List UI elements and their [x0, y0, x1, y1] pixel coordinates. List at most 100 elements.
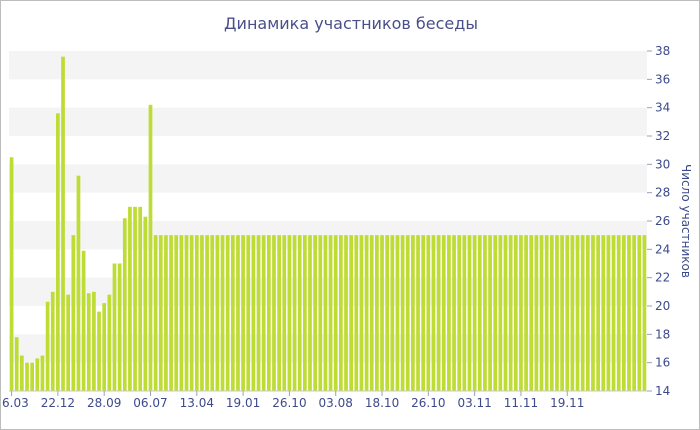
bar	[318, 235, 323, 391]
bar	[261, 235, 266, 391]
bar	[246, 235, 251, 391]
bar	[292, 235, 297, 391]
x-tick-label: 22.12	[41, 396, 75, 410]
bar	[30, 362, 34, 391]
bar	[611, 235, 616, 391]
x-tick-label: 11.11	[504, 396, 538, 410]
bar	[35, 358, 40, 391]
bar	[580, 235, 585, 391]
y-tick-label: 36	[655, 72, 670, 86]
bar	[416, 235, 420, 391]
x-tick-label: 19.01	[226, 396, 260, 410]
bar	[25, 362, 29, 391]
bar	[302, 235, 307, 391]
bar	[385, 235, 390, 391]
y-tick-label: 32	[655, 129, 670, 143]
bar	[354, 235, 359, 391]
bar	[411, 235, 415, 391]
bar	[426, 235, 431, 391]
bar	[76, 175, 81, 391]
bar	[328, 235, 333, 391]
y-tick-label: 18	[655, 327, 670, 341]
x-tick-label: 06.07	[133, 396, 167, 410]
x-tick-label: 16.03	[1, 396, 29, 410]
bar	[380, 235, 384, 391]
bar	[179, 235, 184, 391]
x-tick-label: 26.10	[272, 396, 306, 410]
bar	[61, 56, 65, 392]
bar	[390, 235, 395, 391]
bar	[50, 291, 55, 391]
bar	[308, 235, 312, 391]
y-tick-label: 38	[655, 44, 670, 58]
bar	[349, 235, 353, 391]
bar	[158, 235, 163, 391]
bar	[555, 235, 559, 391]
bar	[447, 235, 451, 391]
grid-band	[9, 164, 647, 193]
bar	[632, 235, 636, 391]
bar	[313, 235, 317, 391]
bar	[421, 235, 426, 391]
bar	[359, 235, 364, 391]
bar	[405, 235, 410, 391]
bar	[251, 235, 256, 391]
bar	[45, 301, 50, 391]
bar	[205, 235, 209, 391]
bar	[441, 235, 446, 391]
bar	[236, 235, 240, 391]
bar	[9, 157, 14, 391]
bar	[627, 235, 631, 391]
bar	[40, 355, 45, 391]
bar	[107, 294, 112, 391]
bar	[20, 355, 24, 391]
bar	[241, 235, 245, 391]
bar	[287, 235, 292, 391]
bar	[128, 206, 132, 391]
bar	[642, 235, 647, 391]
bar	[277, 235, 281, 391]
bar	[488, 235, 492, 391]
bar	[601, 235, 606, 391]
bar	[184, 235, 189, 391]
bar	[534, 235, 539, 391]
y-tick-label: 20	[655, 299, 670, 313]
bar	[194, 235, 199, 391]
bar	[86, 293, 91, 391]
bar	[81, 250, 86, 391]
bar	[102, 303, 107, 391]
bar	[585, 235, 590, 391]
bar	[66, 294, 71, 391]
y-tick-label: 22	[655, 271, 670, 285]
bar	[513, 235, 518, 391]
bar	[297, 235, 302, 391]
bar	[519, 235, 523, 391]
bar	[591, 235, 595, 391]
bar	[92, 291, 96, 391]
bar	[544, 235, 549, 391]
y-tick-label: 26	[655, 214, 670, 228]
bar	[333, 235, 338, 391]
grid-band	[9, 51, 647, 80]
bar	[503, 235, 508, 391]
y-axis-label: Число участников	[679, 164, 693, 278]
y-tick-label: 16	[655, 356, 670, 370]
bar	[164, 235, 168, 391]
bar	[431, 235, 436, 391]
bar	[493, 235, 498, 391]
bar	[117, 263, 122, 391]
bar	[637, 235, 642, 391]
bar	[364, 235, 369, 391]
bar	[483, 235, 487, 391]
bar	[452, 235, 456, 391]
bar	[395, 235, 400, 391]
bar	[436, 235, 441, 391]
y-tick-label: 30	[655, 157, 670, 171]
bar	[174, 235, 179, 391]
bar	[606, 235, 611, 391]
bar	[282, 235, 287, 391]
bar	[220, 235, 225, 391]
grid-band	[9, 107, 647, 136]
